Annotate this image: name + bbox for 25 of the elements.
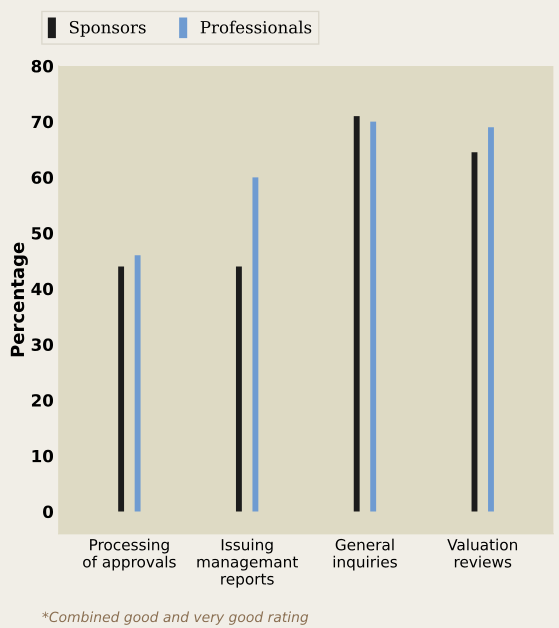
x-tick-label: Valuation reviews xyxy=(447,538,518,568)
legend-label: Professionals xyxy=(200,20,312,34)
y-tick-label: 40 xyxy=(31,282,54,296)
y-tick-label: 30 xyxy=(32,338,54,351)
y-tick-label: 60 xyxy=(32,171,54,184)
x-tick-label: General inquiries xyxy=(334,538,397,571)
bar xyxy=(370,122,376,512)
y-tick-label: 80 xyxy=(32,60,54,73)
bar xyxy=(134,255,141,512)
bar xyxy=(118,266,124,512)
y-tick-label: 50 xyxy=(32,226,54,240)
bar xyxy=(354,116,360,512)
y-tick-label: 70 xyxy=(32,116,54,128)
x-tick-label: Issuing managemant reports xyxy=(197,538,298,588)
bar xyxy=(472,152,478,512)
bar xyxy=(252,177,258,512)
y-tick-label: 10 xyxy=(32,450,54,462)
bar xyxy=(236,266,242,512)
y-tick-label: 0 xyxy=(43,505,54,518)
text: *Combined good and very good rating xyxy=(42,611,308,625)
y-tick-label: 20 xyxy=(32,394,54,407)
x-tick-label: Processing of approvals xyxy=(83,538,176,571)
legend-label: Sponsors xyxy=(70,20,146,37)
bar xyxy=(488,127,494,512)
y-axis-title: Percentage xyxy=(10,242,28,356)
